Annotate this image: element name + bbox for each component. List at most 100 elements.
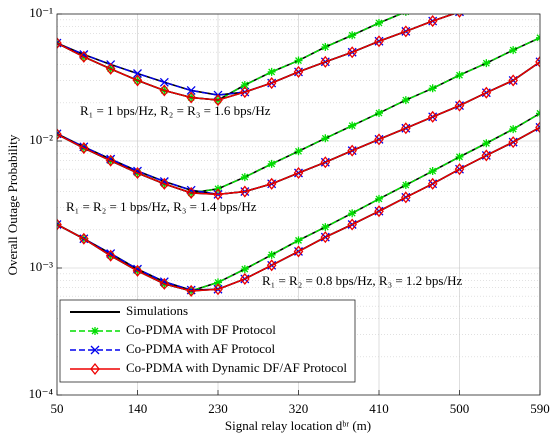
series-line bbox=[57, 126, 540, 292]
marker bbox=[132, 166, 143, 180]
y-axis-label: Overall Outage Probability bbox=[5, 134, 20, 275]
marker bbox=[294, 147, 303, 156]
marker bbox=[79, 232, 89, 245]
marker bbox=[482, 0, 490, 6]
marker bbox=[455, 71, 464, 80]
marker bbox=[57, 37, 62, 50]
marker bbox=[214, 278, 222, 287]
marker bbox=[375, 194, 383, 203]
marker bbox=[105, 154, 116, 167]
marker bbox=[266, 177, 277, 190]
marker bbox=[375, 18, 383, 27]
marker bbox=[348, 209, 357, 218]
marker bbox=[348, 31, 357, 40]
marker bbox=[375, 109, 383, 118]
marker bbox=[266, 259, 277, 272]
marker bbox=[267, 67, 276, 76]
marker bbox=[105, 249, 116, 262]
marker bbox=[374, 133, 384, 146]
marker bbox=[535, 121, 540, 134]
marker bbox=[159, 84, 170, 97]
marker bbox=[348, 121, 357, 130]
legend-label: Co-PDMA with Dynamic DF/AF Protocol bbox=[126, 360, 347, 375]
marker bbox=[482, 139, 491, 148]
marker bbox=[240, 272, 250, 285]
marker bbox=[132, 264, 143, 277]
marker bbox=[509, 125, 518, 134]
legend: Simulations Co-PDMA with DF Protocol Co-PD… bbox=[59, 299, 356, 383]
marker bbox=[293, 245, 304, 258]
marker bbox=[186, 186, 196, 199]
marker bbox=[402, 14, 410, 16]
marker bbox=[90, 345, 100, 355]
marker bbox=[159, 77, 169, 87]
x-tick-label: 50 bbox=[51, 401, 64, 416]
marker bbox=[347, 46, 357, 59]
marker bbox=[267, 250, 276, 259]
x-axis-label: Signal relay location dᵇʳ (m) bbox=[225, 418, 371, 433]
marker bbox=[401, 122, 411, 135]
marker bbox=[79, 50, 89, 63]
marker bbox=[159, 177, 170, 190]
y-tick-label: 10⁻⁴ bbox=[29, 386, 54, 401]
marker bbox=[213, 188, 223, 201]
marker bbox=[401, 191, 411, 204]
y-tick-label: 10⁻² bbox=[29, 132, 53, 147]
marker bbox=[266, 77, 277, 90]
marker bbox=[240, 173, 249, 182]
marker bbox=[535, 55, 540, 68]
marker bbox=[482, 0, 490, 7]
marker bbox=[213, 283, 223, 296]
marker bbox=[401, 25, 411, 38]
marker bbox=[454, 163, 465, 176]
marker bbox=[106, 249, 116, 258]
marker bbox=[456, 14, 463, 18]
marker bbox=[133, 69, 142, 78]
series-line bbox=[57, 14, 456, 101]
marker bbox=[294, 236, 303, 245]
marker bbox=[454, 99, 465, 112]
marker bbox=[427, 177, 438, 190]
marker bbox=[267, 159, 276, 168]
marker bbox=[105, 62, 116, 75]
legend-label: Co-PDMA with AF Protocol bbox=[126, 341, 276, 356]
marker bbox=[482, 59, 491, 68]
marker bbox=[293, 65, 304, 78]
marker bbox=[57, 218, 62, 231]
annotation: R₁ = R₂ = 0.8 bps/Hz, R₃ = 1.2 bps/Hz bbox=[262, 273, 462, 288]
marker bbox=[79, 142, 89, 155]
marker bbox=[428, 167, 437, 176]
marker bbox=[90, 362, 100, 376]
x-tick-label: 500 bbox=[450, 401, 470, 416]
marker bbox=[186, 86, 196, 95]
marker bbox=[508, 74, 518, 87]
x-tick-label: 410 bbox=[369, 401, 389, 416]
marker bbox=[481, 149, 492, 162]
marker bbox=[321, 134, 330, 143]
marker bbox=[240, 185, 250, 198]
marker bbox=[401, 96, 410, 105]
marker bbox=[509, 46, 518, 55]
marker bbox=[132, 74, 143, 87]
marker bbox=[347, 144, 357, 157]
marker bbox=[427, 110, 438, 123]
y-tick-label: 10⁻³ bbox=[29, 259, 53, 274]
marker bbox=[428, 84, 437, 93]
marker bbox=[374, 35, 384, 48]
marker bbox=[186, 91, 196, 104]
legend-label: Co-PDMA with DF Protocol bbox=[126, 322, 276, 337]
marker bbox=[401, 181, 410, 190]
annotation: R₁ = 1 bps/Hz, R₂ = R₃ = 1.6 bps/Hz bbox=[80, 103, 271, 118]
marker bbox=[186, 284, 196, 297]
marker bbox=[321, 42, 330, 51]
marker bbox=[91, 327, 99, 335]
series-line bbox=[57, 61, 540, 196]
marker bbox=[481, 86, 492, 99]
marker bbox=[240, 81, 249, 90]
marker bbox=[293, 166, 304, 180]
annotation: R₁ = R₂ = 1 bps/Hz, R₃ = 1.4 bps/Hz bbox=[66, 199, 257, 214]
x-tick-label: 230 bbox=[208, 401, 228, 416]
lines bbox=[57, 0, 540, 297]
